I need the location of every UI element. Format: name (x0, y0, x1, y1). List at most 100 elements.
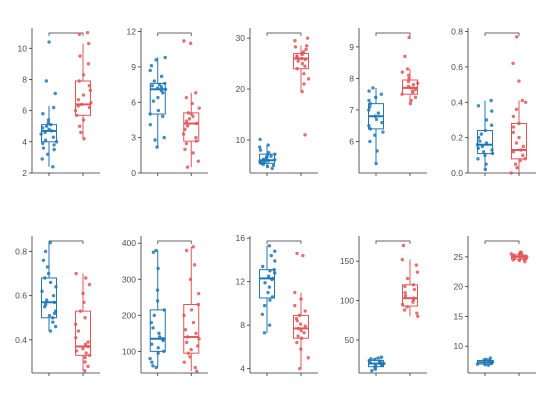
data-point-rainy (299, 328, 303, 333)
data-point-dry (44, 124, 49, 128)
data-point-rainy (89, 101, 93, 105)
data-point-dry (47, 40, 51, 44)
data-point-rainy (407, 76, 411, 81)
data-point-dry (52, 143, 56, 147)
data-point-dry (479, 132, 484, 136)
data-point-dry (489, 123, 494, 127)
data-point-dry (161, 114, 165, 119)
box-rainy (75, 80, 91, 116)
y-tick-label: 3 (131, 133, 136, 143)
data-point-dry (382, 361, 386, 366)
data-point-dry (484, 118, 489, 122)
y-tick-label: 6 (349, 136, 354, 146)
data-point-rainy (189, 308, 194, 312)
data-point-rainy (411, 83, 416, 87)
data-point-dry (43, 138, 48, 142)
data-point-rainy (409, 86, 413, 90)
data-point-rainy (182, 313, 186, 318)
data-point-rainy (191, 245, 195, 249)
data-point-rainy (81, 73, 86, 77)
data-point-dry (267, 285, 272, 289)
data-point-dry (260, 312, 265, 316)
data-point-dry (490, 148, 494, 152)
data-point-rainy (517, 135, 521, 140)
data-point-rainy (81, 291, 85, 296)
y-tick-label: 7 (349, 105, 354, 115)
data-point-rainy (87, 282, 92, 287)
data-point-dry (374, 161, 378, 166)
data-point-dry (156, 266, 160, 271)
data-point-dry (375, 149, 379, 153)
data-point-dry (155, 288, 160, 292)
data-point-rainy (186, 111, 191, 115)
data-point-rainy (83, 342, 88, 346)
y-tick-label: 12 (127, 27, 137, 37)
data-point-rainy (406, 84, 411, 89)
y-tick-label: 100 (122, 346, 136, 356)
data-point-rainy (182, 39, 186, 43)
data-point-rainy (295, 251, 299, 256)
data-point-dry (48, 329, 53, 333)
data-point-dry (45, 265, 50, 269)
data-point-dry (486, 363, 491, 367)
data-point-rainy (412, 296, 416, 300)
data-point-dry (41, 141, 45, 146)
y-tick-label: 10 (18, 43, 28, 53)
data-point-rainy (412, 287, 417, 292)
data-point-rainy (197, 337, 201, 341)
significance-bracket (375, 240, 411, 244)
data-point-dry (368, 127, 372, 131)
data-point-rainy (413, 87, 418, 92)
data-point-rainy (75, 113, 79, 118)
data-point-rainy (515, 35, 519, 39)
data-point-rainy (196, 291, 201, 296)
data-point-rainy (403, 290, 407, 295)
data-point-rainy (511, 61, 515, 66)
data-point-rainy (194, 91, 198, 95)
data-point-dry (257, 145, 262, 149)
data-point-rainy (78, 124, 82, 128)
box-dry (259, 269, 275, 299)
data-point-dry (48, 240, 52, 245)
data-point-rainy (197, 106, 201, 110)
data-point-dry (258, 159, 262, 163)
data-point-rainy (194, 331, 198, 336)
data-point-rainy (79, 130, 83, 135)
data-point-dry (157, 82, 162, 87)
data-point-rainy (184, 248, 189, 253)
y-tick-label: 150 (340, 256, 354, 266)
data-point-rainy (405, 67, 410, 71)
y-tick-label: 6 (22, 106, 27, 116)
data-point-dry (269, 253, 273, 258)
data-point-dry (47, 313, 52, 318)
data-point-rainy (405, 305, 410, 309)
data-point-dry (268, 298, 272, 302)
data-point-dry (54, 140, 59, 144)
data-point-dry (490, 109, 494, 113)
data-point-dry (476, 135, 481, 140)
data-point-dry (150, 360, 154, 364)
data-point-dry (40, 126, 45, 130)
data-point-rainy (196, 344, 200, 348)
y-tick-label: 25 (454, 252, 464, 262)
data-point-dry (483, 128, 487, 133)
data-point-rainy (84, 351, 88, 355)
data-point-dry (149, 320, 154, 325)
data-point-dry (272, 271, 277, 275)
data-point-dry (163, 81, 167, 86)
data-point-rainy (515, 165, 519, 170)
data-point-rainy (304, 47, 308, 52)
data-point-dry (41, 112, 45, 116)
data-point-rainy (405, 276, 410, 281)
y-tick-label: 0 (131, 168, 136, 178)
data-point-dry (148, 112, 152, 116)
data-point-rainy (187, 117, 192, 121)
data-point-rainy (182, 360, 186, 364)
data-point-rainy (191, 151, 195, 155)
data-point-rainy (299, 347, 303, 351)
data-point-dry (273, 259, 277, 263)
data-point-dry (476, 104, 481, 108)
data-point-dry (258, 148, 263, 152)
data-point-dry (153, 138, 157, 142)
